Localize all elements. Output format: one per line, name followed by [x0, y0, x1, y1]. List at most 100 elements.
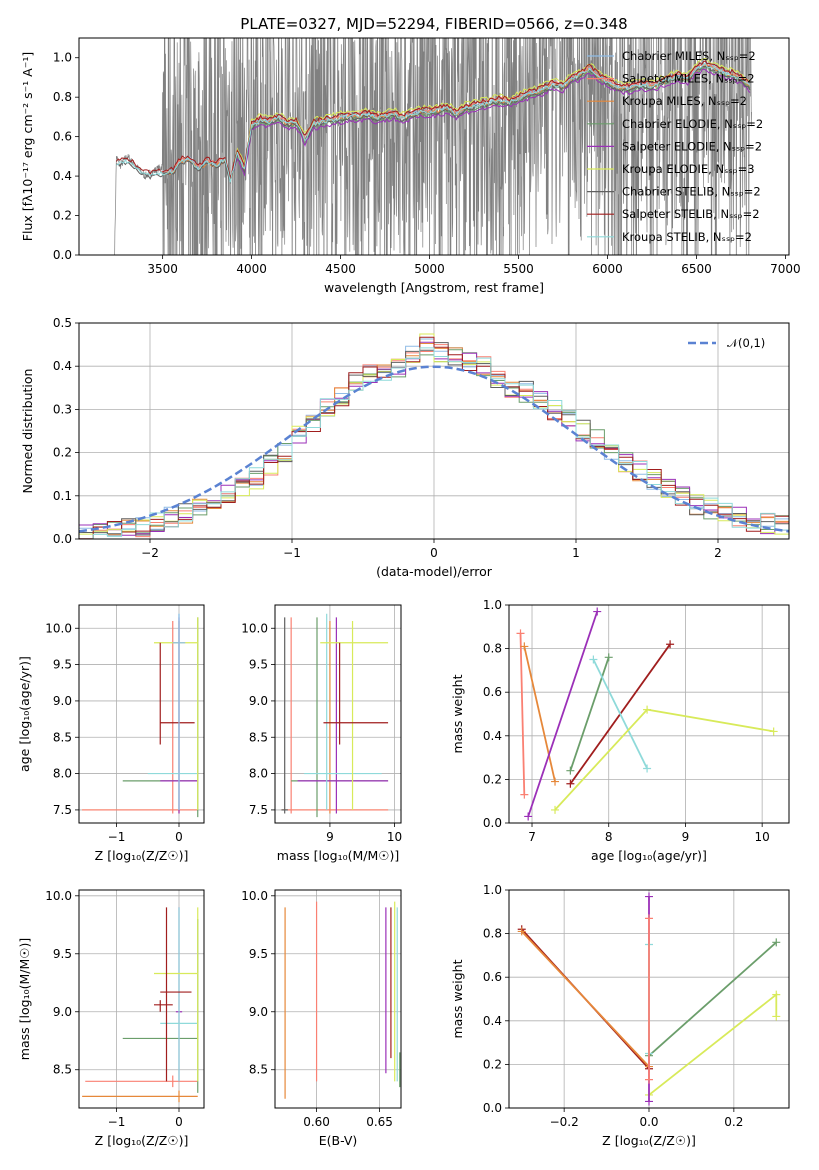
weight-vs-age-ytick-label: 0.4 — [483, 729, 502, 743]
mass-vs-ebv-ytick-label: 9.0 — [249, 1005, 268, 1019]
weight-vs-age-ytick-label: 1.0 — [483, 598, 502, 612]
weight-vs-age-ylabel: mass weight — [450, 674, 465, 753]
age-vs-mass-ytick-label: 9.5 — [249, 658, 268, 672]
residuals-ytick-label: 0.4 — [53, 359, 72, 373]
spectrum-frame — [78, 37, 790, 256]
spectrum-ytick-label: 1.0 — [53, 51, 72, 65]
weight-vs-Z-ytick-label: 0.4 — [483, 1014, 502, 1028]
spectrum-xtick-label: 5500 — [503, 262, 534, 276]
mass-vs-ebv-xtick-label: 0.60 — [303, 1115, 330, 1129]
spectrum-legend-label-5: Kroupa ELODIE, Nₛₛₚ=3 — [622, 162, 755, 176]
spectrum-xlabel: wavelength [Angstrom, rest frame] — [324, 280, 544, 295]
spectrum-ytick-label: 0.0 — [53, 248, 72, 262]
weight-vs-age-ytick-label: 0.6 — [483, 685, 502, 699]
age-vs-Z-ytick-label: 9.0 — [53, 694, 72, 708]
mass-vs-ebv-xtick-label: 0.65 — [366, 1115, 393, 1129]
weight-vs-Z-line-2 — [648, 941, 777, 1057]
age-vs-Z-ylabel: age [log₁₀(age/yr)] — [17, 656, 32, 772]
spectrum-legend-label-7: Salpeter STELIB, Nₛₛₚ=2 — [622, 207, 760, 221]
weight-vs-Z-marker-4-0 — [645, 1097, 653, 1106]
residuals-xtick-label: −1 — [283, 546, 301, 560]
residuals-step-series-8 — [79, 347, 789, 539]
weight-vs-age-line-5 — [592, 659, 648, 769]
age-vs-Z-ytick-label: 9.5 — [53, 658, 72, 672]
age-vs-mass-ytick-label: 8.5 — [249, 730, 268, 744]
residuals-ytick-label: 0.0 — [53, 532, 72, 546]
spectrum-ytick-label: 0.4 — [53, 169, 72, 183]
spectrum-axes: 3500 4000 4500 5000 5500 6000 6500 7000 0.0 0.2 0.… — [20, 38, 801, 295]
mass-vs-Z-axes: −1 0 8.5 9.0 9.5 10.0 Z [log₁₀(Z/Z☉)] mass [log… — [17, 889, 204, 1148]
weight-vs-age-frame — [508, 604, 790, 824]
age-vs-mass-frame — [274, 604, 402, 824]
mass-vs-ebv-ytick-label: 10.0 — [241, 889, 268, 903]
age-vs-Z-ytick-label: 7.5 — [53, 803, 72, 817]
mass-vs-ebv-ytick-label: 8.5 — [249, 1063, 268, 1077]
spectrum-legend-label-4: Salpeter ELODIE, Nₛₛₚ=2 — [622, 139, 762, 153]
age-vs-Z-xlabel: Z [log₁₀(Z/Z☉)] — [95, 848, 189, 863]
residuals-xtick-label: −2 — [141, 546, 159, 560]
age-vs-mass-xtick-label: 9 — [326, 830, 334, 844]
residuals-xlabel: (data-model)/error — [376, 564, 493, 579]
weight-vs-Z-marker-6-1 — [645, 914, 653, 923]
spectrum-legend-label-8: Kroupa STELIB, Nₛₛₚ=2 — [622, 230, 752, 244]
age-vs-Z-ytick-label: 10.0 — [45, 621, 72, 635]
mass-vs-ebv-frame — [274, 889, 402, 1109]
weight-vs-age-xtick-label: 7 — [528, 830, 536, 844]
weight-vs-age-marker-6-2 — [769, 727, 778, 736]
weight-vs-age-marker-6-1 — [643, 705, 652, 714]
residuals-legend-label: 𝒩(0,1) — [727, 336, 765, 350]
spectrum-xtick-label: 5000 — [414, 262, 445, 276]
weight-vs-age-marker-0-0 — [516, 629, 525, 638]
weight-vs-age-marker-1-0 — [520, 642, 529, 651]
weight-vs-Z-ytick-label: 0.0 — [483, 1101, 502, 1115]
weight-vs-Z-xtick-label: 0.0 — [639, 1115, 658, 1129]
residuals-xtick-label: 0 — [430, 546, 438, 560]
mass-vs-ebv-ytick-label: 9.5 — [249, 947, 268, 961]
weight-vs-age-ytick-label: 0.2 — [483, 772, 502, 786]
weight-vs-Z-line-3 — [648, 992, 778, 1096]
age-vs-Z-xtick-label: 0 — [175, 830, 183, 844]
spectrum-legend-label-2: Kroupa MILES, Nₛₛₚ=2 — [622, 94, 747, 108]
spectrum-xtick-label: 3500 — [147, 262, 178, 276]
spectrum-legend-label-0: Chabrier MILES, Nₛₛₚ=2 — [622, 49, 756, 63]
spectrum-ytick-label: 0.6 — [53, 130, 72, 144]
spectrum-observed-line — [114, 38, 752, 255]
mass-vs-Z-ytick-label: 9.0 — [53, 1005, 72, 1019]
age-vs-mass-xlabel: mass [log₁₀(M/M☉)] — [277, 848, 399, 863]
weight-vs-Z-ytick-label: 0.8 — [483, 927, 502, 941]
age-vs-mass-xtick-label: 10 — [387, 830, 402, 844]
mass-vs-ebv-axes: 0.60 0.65 8.5 9.0 9.5 10.0 E(B-V) — [241, 889, 401, 1148]
weight-vs-age-marker-4-0 — [566, 779, 575, 788]
spectrum-xtick-label: 4000 — [236, 262, 267, 276]
spectrum-ytick-label: 0.8 — [53, 90, 72, 104]
residuals-xtick-label: 1 — [572, 546, 580, 560]
weight-vs-age-marker-5-0 — [589, 655, 598, 664]
weight-vs-Z-xtick-label: 0.2 — [724, 1115, 743, 1129]
weight-vs-age-line-1 — [523, 646, 556, 782]
weight-vs-Z-axes: −0.2 0.0 0.2 0.0 0.2 0.4 0.6 0.8 1.0 Z [log₁₀(Z/Z… — [450, 883, 789, 1148]
weight-vs-Z-marker-4-1 — [645, 892, 653, 901]
mass-vs-Z-ytick-label: 8.5 — [53, 1063, 72, 1077]
weight-vs-Z-ytick-label: 1.0 — [483, 883, 502, 897]
weight-vs-Z-marker-3-2 — [772, 1012, 781, 1021]
mass-vs-Z-xlabel: Z [log₁₀(Z/Z☉)] — [95, 1133, 189, 1148]
age-vs-mass-axes: 9 10 7.5 8.0 8.5 9.0 9.5 10.0 mass [log₁₀(M/M☉)] — [241, 605, 402, 863]
weight-vs-age-xlabel: age [log₁₀(age/yr)] — [591, 848, 707, 863]
residuals-ytick-label: 0.1 — [53, 489, 72, 503]
residuals-normal-curve — [79, 365, 789, 533]
residuals-step-series-7 — [79, 336, 789, 539]
mass-vs-Z-ytick-label: 10.0 — [45, 889, 72, 903]
weight-vs-age-marker-5-1 — [643, 764, 652, 773]
mass-vs-Z-xtick-label: −1 — [108, 1115, 126, 1129]
weight-vs-age-marker-2-1 — [593, 607, 602, 616]
age-vs-mass-ytick-label: 8.0 — [249, 767, 268, 781]
weight-vs-age-ytick-label: 0.8 — [483, 642, 502, 656]
residuals-ylabel: Normed distribution — [20, 369, 35, 494]
age-vs-Z-ytick-label: 8.5 — [53, 730, 72, 744]
weight-vs-Z-xtick-label: −0.2 — [550, 1115, 579, 1129]
weight-vs-Z-ylabel: mass weight — [450, 959, 465, 1038]
mass-vs-Z-ylabel: mass [log₁₀(M/M☉)] — [17, 938, 32, 1060]
age-vs-mass-ytick-label: 9.0 — [249, 694, 268, 708]
residuals-ytick-label: 0.3 — [53, 402, 72, 416]
